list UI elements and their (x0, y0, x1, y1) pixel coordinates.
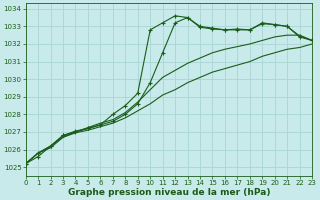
X-axis label: Graphe pression niveau de la mer (hPa): Graphe pression niveau de la mer (hPa) (68, 188, 270, 197)
